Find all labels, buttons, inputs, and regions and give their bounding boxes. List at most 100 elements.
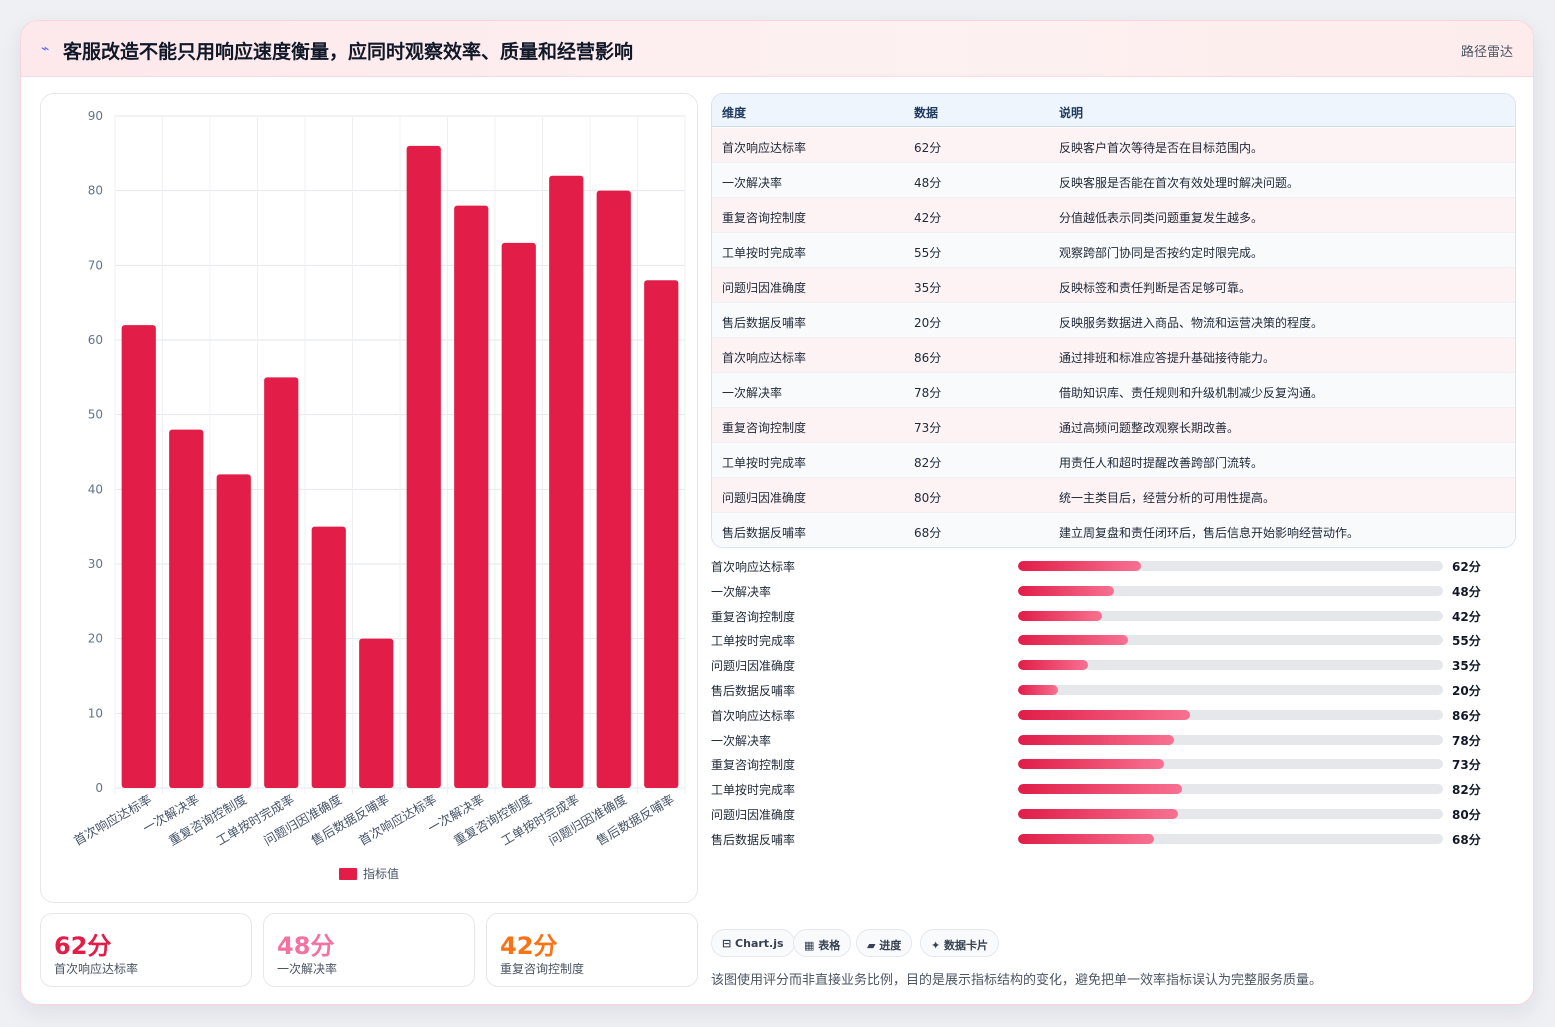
progress-value: 42分 [1452,609,1481,624]
table-cell: 借助知识库、责任规则和升级机制减少反复沟通。 [1059,386,1324,400]
table-cell: 工单按时完成率 [722,456,807,470]
bar [644,280,679,788]
table-cell: 42分 [914,211,942,225]
y-tick-label: 10 [88,706,103,720]
progress-value: 35分 [1452,659,1481,674]
table-cell: 80分 [914,491,942,505]
table-cell: 反映标签和责任判断是否足够可靠。 [1059,281,1252,295]
progress-value: 48分 [1452,584,1481,599]
kpi-label: 首次响应达标率 [54,962,139,976]
progress-fill [1018,734,1174,745]
y-tick-label: 70 [88,258,103,272]
progress-track [1018,610,1443,621]
y-tick-label: 90 [88,109,103,123]
progress-track [1018,685,1443,695]
progress-fill [1018,610,1102,621]
table-row: 工单按时完成率 82分 用责任人和超时提醒改善跨部门流转。 [712,443,1515,478]
progress-row: 问题归因准确度 35分 [711,655,1486,675]
progress-row: 一次解决率 48分 [711,581,1486,601]
progress-fill [1018,784,1182,795]
table-cell: 首次响应达标率 [722,351,807,365]
table-cell: 82分 [914,456,942,470]
pill-progress[interactable]: ▰ 进度 [856,929,913,957]
table-row: 售后数据反哺率 20分 反映服务数据进入商品、物流和运营决策的程度。 [712,303,1515,338]
table-row: 重复咨询控制度 42分 分值越低表示同类问题重复发生越多。 [712,198,1515,233]
bar [121,325,156,788]
progress-fill [1018,685,1058,695]
progress-label: 售后数据反哺率 [711,832,796,847]
progress-fill [1018,660,1089,671]
table-row: 问题归因准确度 80分 统一主类目后，经营分析的可用性提高。 [712,478,1515,513]
table-cell: 观察跨部门协同是否按约定时限完成。 [1059,246,1264,260]
y-tick-label: 50 [88,408,103,422]
table-cell: 反映客服是否能在首次有效处理时解决问题。 [1059,176,1300,190]
table-cell: 问题归因准确度 [722,281,807,295]
progress-row: 工单按时完成率 82分 [711,779,1486,799]
progress-row: 问题归因准确度 80分 [711,804,1486,824]
pill-card[interactable]: ✦ 数据卡片 [920,929,1000,957]
progress-value: 73分 [1452,758,1481,773]
header-tag[interactable]: 路径雷达 [1460,45,1513,60]
kpi-value: 62分 [54,932,112,960]
progress-row: 售后数据反哺率 20分 [711,680,1486,700]
progress-label: 首次响应达标率 [711,708,796,723]
kpi-label: 重复咨询控制度 [500,962,585,976]
bar [596,190,631,789]
progress-value: 86分 [1452,708,1481,723]
table-cell: 重复咨询控制度 [722,421,807,435]
y-tick-label: 30 [88,557,103,571]
progress-row: 售后数据反哺率 68分 [711,829,1486,849]
progress-row: 重复咨询控制度 42分 [711,606,1486,626]
table-cell: 工单按时完成率 [722,246,807,260]
bar [549,175,584,788]
y-tick-label: 40 [88,482,103,496]
y-tick-label: 80 [88,184,103,198]
sparkle-icon: ⌁ [41,41,50,57]
progress-fill [1018,635,1128,646]
table-header: 维度 数据 说明 [712,94,1515,127]
progress-value: 68分 [1452,832,1481,847]
progress-track [1018,660,1443,671]
table-cell: 问题归因准确度 [722,491,807,505]
table-row: 一次解决率 48分 反映客服是否能在首次有效处理时解决问题。 [712,163,1515,198]
pill-table[interactable]: ▦ 表格 [793,929,852,957]
footnote: 该图使用评分而非直接业务比例，目的是展示指标结构的变化，避免把单一效率指标误认为… [711,973,1323,988]
table-cell: 首次响应达标率 [722,141,807,155]
table-cell: 一次解决率 [722,176,783,190]
table-cell: 通过排班和标准应答提升基础接待能力。 [1059,351,1276,365]
table-cell: 48分 [914,176,942,190]
bar [359,638,394,788]
table-row: 售后数据反哺率 68分 建立周复盘和责任闭环后，售后信息开始影响经营动作。 [712,513,1515,547]
table-row: 工单按时完成率 55分 观察跨部门协同是否按约定时限完成。 [712,233,1515,268]
progress-track [1018,759,1443,770]
progress-label: 问题归因准确度 [711,808,796,822]
table-cell: 售后数据反哺率 [722,526,807,540]
pill-chart[interactable]: ⊟ Chart.js [711,929,795,957]
table-row: 一次解决率 78分 借助知识库、责任规则和升级机制减少反复沟通。 [712,373,1515,408]
kpi-value: 48分 [277,932,335,960]
progress-value: 82分 [1452,783,1481,798]
y-tick-label: 20 [88,632,103,646]
progress-track [1018,635,1443,646]
progress-track [1018,561,1443,571]
y-tick-label: 60 [88,333,103,347]
progress-fill [1018,561,1142,571]
progress-row: 重复咨询控制度 73分 [711,754,1486,774]
table-header-cell: 维度 [722,106,747,120]
progress-label: 重复咨询控制度 [711,758,796,773]
bar [311,526,346,788]
header: ⌁ 客服改造不能只用响应速度衡量，应同时观察效率、质量和经营影响 路径雷达 [21,21,1533,77]
progress-track [1018,734,1443,745]
table-header-cell: 数据 [914,106,939,120]
progress-fill [1018,585,1114,596]
progress-value: 78分 [1452,733,1481,748]
progress-track [1018,709,1443,720]
progress-track [1018,809,1443,819]
table-cell: 35分 [914,281,942,295]
bar [454,205,489,789]
progress-label: 问题归因准确度 [711,659,796,674]
legend-label: 指标值 [363,866,399,881]
table-cell: 通过高频问题整改观察长期改善。 [1059,421,1240,435]
table-cell: 建立周复盘和责任闭环后，售后信息开始影响经营动作。 [1059,526,1360,540]
progress-label: 首次响应达标率 [711,560,796,574]
